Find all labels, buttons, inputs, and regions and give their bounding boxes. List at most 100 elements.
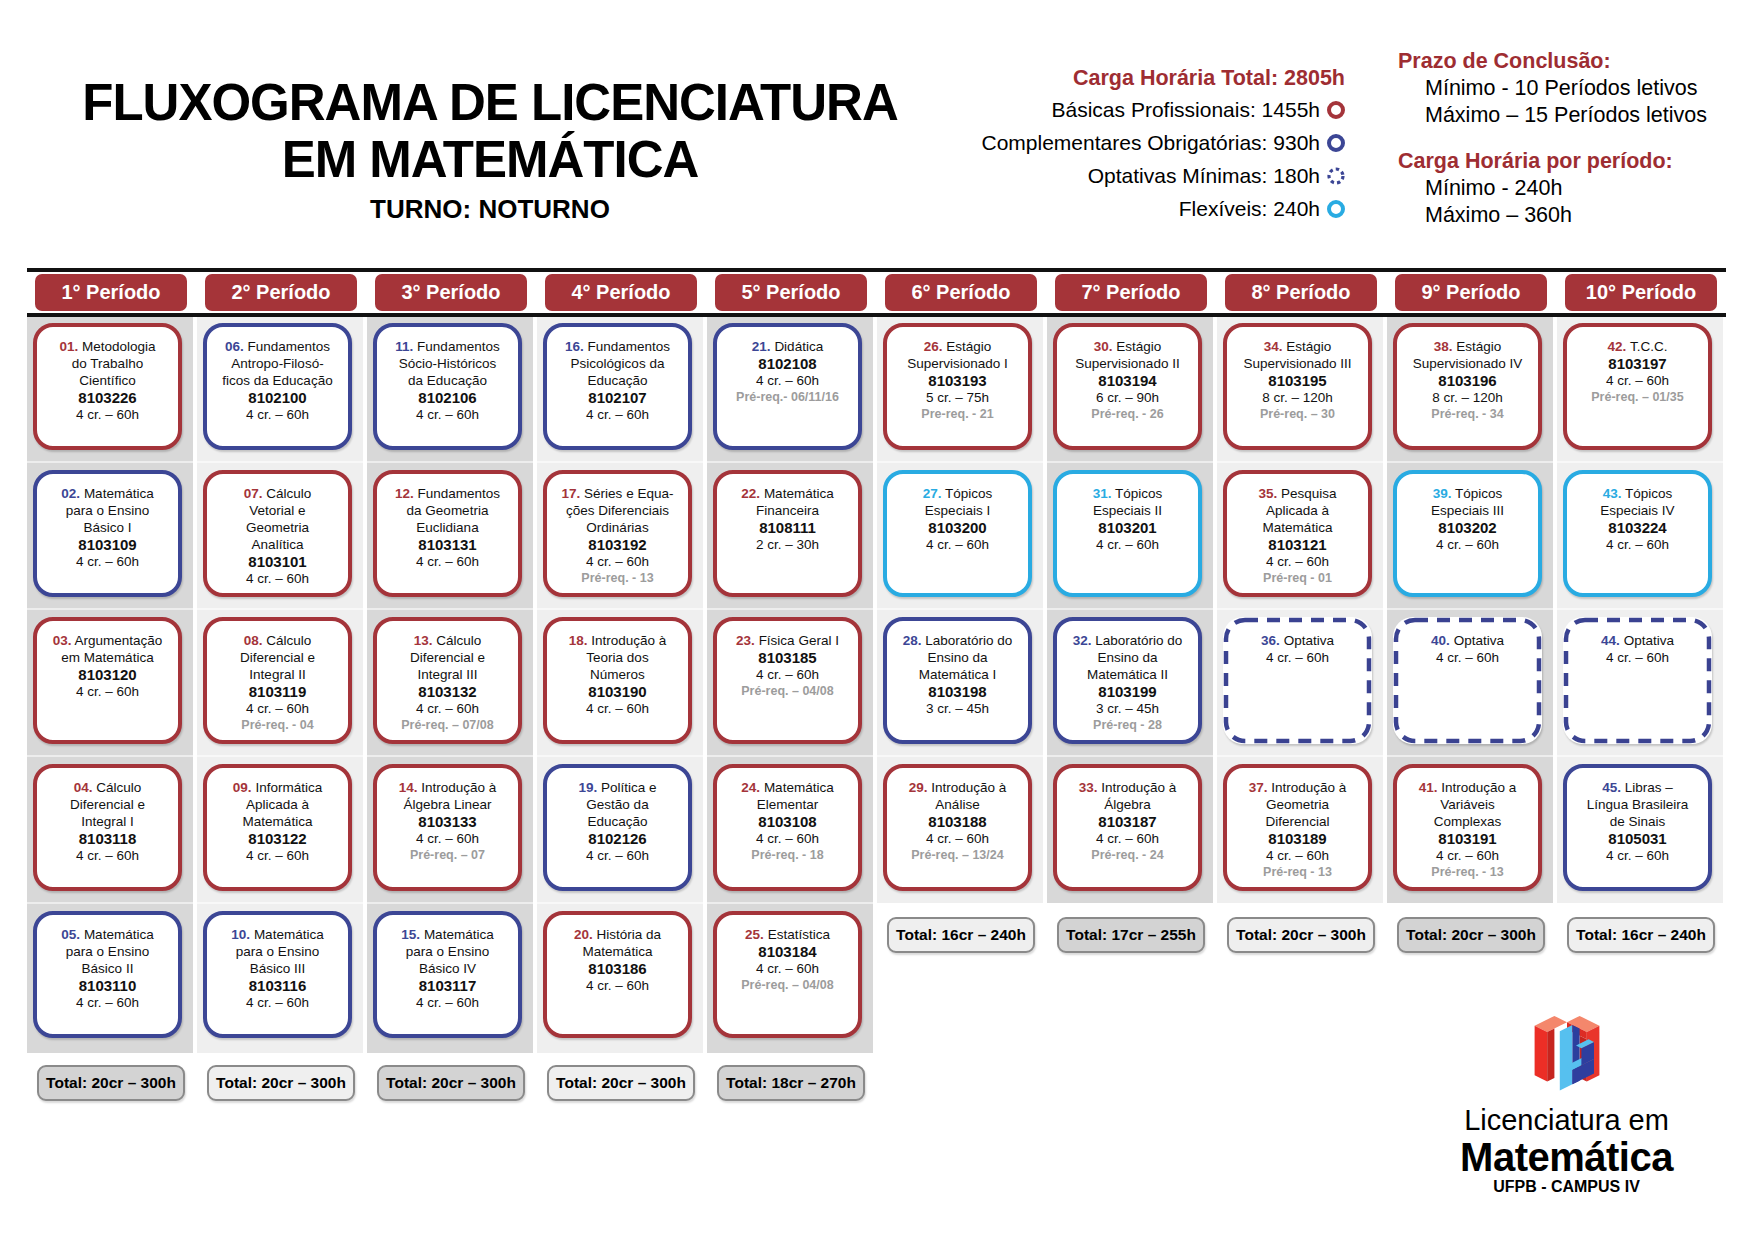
course-card: 09. InformáticaAplicada àMatemática81031…	[203, 764, 352, 891]
course-title: Matemática	[207, 813, 348, 830]
row-separator	[537, 902, 703, 904]
course-prereq: Pre-req. - 21	[887, 406, 1028, 423]
course-title: Sócio-Históricos	[377, 355, 518, 372]
course-title: Matemática	[1227, 519, 1368, 536]
course-code: 8103117	[377, 977, 518, 994]
course-title: para o Ensino	[207, 943, 348, 960]
course-title: Diferencial e	[377, 649, 518, 666]
course-prereq: Pré-req. - 34	[1397, 406, 1538, 423]
course-card: 40. Optativa4 cr. – 60h	[1393, 617, 1542, 744]
course-title: 09. Informática	[207, 779, 348, 796]
course-credits: 4 cr. – 60h	[1057, 830, 1198, 847]
course-card: 26. EstágioSupervisionado I81031935 cr. …	[883, 323, 1032, 450]
period-total: Total: 16cr – 240h	[887, 917, 1035, 953]
course-code: 8103185	[717, 649, 858, 666]
row-separator	[707, 461, 873, 463]
course-credits: 6 cr. – 90h	[1057, 389, 1198, 406]
row-separator	[877, 461, 1043, 463]
course-card: 41. Introdução aVariáveisComplexas810319…	[1393, 764, 1542, 891]
title-line1: FLUXOGRAMA DE LICENCIATURA	[0, 74, 980, 131]
course-code: 8102108	[717, 355, 858, 372]
course-title: 45. Libras –	[1567, 779, 1708, 796]
row-separator	[877, 755, 1043, 757]
deadline-min: Mínimo - 10 Períodos letivos	[1398, 75, 1707, 102]
course-title: 33. Introdução à	[1057, 779, 1198, 796]
title-shift: TURNO: NOTURNO	[0, 193, 980, 225]
course-code: 8103186	[547, 960, 688, 977]
period-total: Total: 20cr – 300h	[547, 1065, 695, 1101]
course-title: ficos da Educação	[207, 372, 348, 389]
course-credits: 4 cr. – 60h	[717, 830, 858, 847]
course-title: Científico	[37, 372, 178, 389]
row-separator	[27, 608, 193, 610]
course-title: Supervisionado III	[1227, 355, 1368, 372]
row-separator	[537, 461, 703, 463]
row-separator	[27, 461, 193, 463]
period-header: 3° Período	[375, 274, 527, 311]
course-card: 42. T.C.C.81031974 cr. – 60hPré-req. – 0…	[1563, 323, 1712, 450]
course-card: 14. Introdução àÁlgebra Linear81031334 c…	[373, 764, 522, 891]
course-credits: 4 cr. – 60h	[207, 700, 348, 717]
period-total: Total: 17cr – 255h	[1057, 917, 1205, 953]
legend-comp-label: Complementares Obrigatórias: 930h	[981, 131, 1320, 155]
legend-flex-label: Flexíveis: 240h	[1179, 197, 1320, 221]
course-title: Matemática II	[1057, 666, 1198, 683]
course-credits: 8 cr. – 120h	[1397, 389, 1538, 406]
course-title: Números	[547, 666, 688, 683]
course-prereq: Pré-req. – 04/08	[717, 683, 858, 700]
row-separator	[197, 902, 363, 904]
course-code: 8103184	[717, 943, 858, 960]
course-title: Matemática I	[887, 666, 1028, 683]
course-title: Especiais I	[887, 502, 1028, 519]
course-title: 15. Matemática	[377, 926, 518, 943]
course-prereq: Pré-req.- 06/11/16	[717, 389, 858, 406]
course-card: 35. PesquisaAplicada àMatemática81031214…	[1223, 470, 1372, 597]
course-title: Financeira	[717, 502, 858, 519]
period-header: 9° Período	[1395, 274, 1547, 311]
course-credits: 4 cr. – 60h	[207, 994, 348, 1011]
course-card: 33. Introdução àÁlgebra81031874 cr. – 60…	[1053, 764, 1202, 891]
course-card: 38. EstágioSupervisionado IV81031968 cr.…	[1393, 323, 1542, 450]
course-prereq: Pré-req. – 07/08	[377, 717, 518, 734]
course-prereq: Pré-req. – 30	[1227, 406, 1368, 423]
course-code: 8103194	[1057, 372, 1198, 389]
course-credits: 4 cr. – 60h	[717, 960, 858, 977]
course-title: 43. Tópicos	[1567, 485, 1708, 502]
course-credits: 4 cr. – 60h	[1057, 536, 1198, 553]
course-title: 23. Física Geral I	[717, 632, 858, 649]
course-card: 15. Matemáticapara o EnsinoBásico IV8103…	[373, 911, 522, 1038]
course-credits: 4 cr. – 60h	[1397, 536, 1538, 553]
course-prereq: Pré-req. - 13	[1397, 864, 1538, 881]
course-prereq: Pré-req. – 13/24	[887, 847, 1028, 864]
course-title: 28. Laboratório do	[887, 632, 1028, 649]
course-card: 13. CálculoDiferencial eIntegral III8103…	[373, 617, 522, 744]
course-card: 01. Metodologiado TrabalhoCientífico8103…	[33, 323, 182, 450]
course-card: 04. CálculoDiferencial eIntegral I810311…	[33, 764, 182, 891]
course-title: 38. Estágio	[1397, 338, 1538, 355]
course-code: 8103187	[1057, 813, 1198, 830]
math-m-logo-icon	[1522, 1004, 1612, 1098]
course-title: 34. Estágio	[1227, 338, 1368, 355]
course-title: Diferencial e	[207, 649, 348, 666]
row-separator	[1217, 755, 1383, 757]
course-code: 8103198	[887, 683, 1028, 700]
course-card: 08. CálculoDiferencial eIntegral II81031…	[203, 617, 352, 744]
course-title: 21. Didática	[717, 338, 858, 355]
course-code: 8103110	[37, 977, 178, 994]
course-card: 27. TópicosEspeciais I81032004 cr. – 60h	[883, 470, 1032, 597]
row-separator	[707, 755, 873, 757]
course-title: Diferencial e	[37, 796, 178, 813]
row-separator	[1387, 755, 1553, 757]
logo-line1: Licenciatura em	[1400, 1104, 1733, 1136]
course-code: 8103199	[1057, 683, 1198, 700]
course-credits: 4 cr. – 60h	[207, 847, 348, 864]
fluxograma-page: FLUXOGRAMA DE LICENCIATURA EM MATEMÁTICA…	[0, 0, 1754, 1241]
row-separator	[27, 902, 193, 904]
course-card: 05. Matemáticapara o EnsinoBásico II8103…	[33, 911, 182, 1038]
row-separator	[197, 461, 363, 463]
course-credits: 4 cr. – 60h	[1397, 847, 1538, 864]
course-prereq: Pré-req. - 26	[1057, 406, 1198, 423]
course-title: Geometria	[1227, 796, 1368, 813]
row-separator	[1217, 608, 1383, 610]
course-code: 8103189	[1227, 830, 1368, 847]
